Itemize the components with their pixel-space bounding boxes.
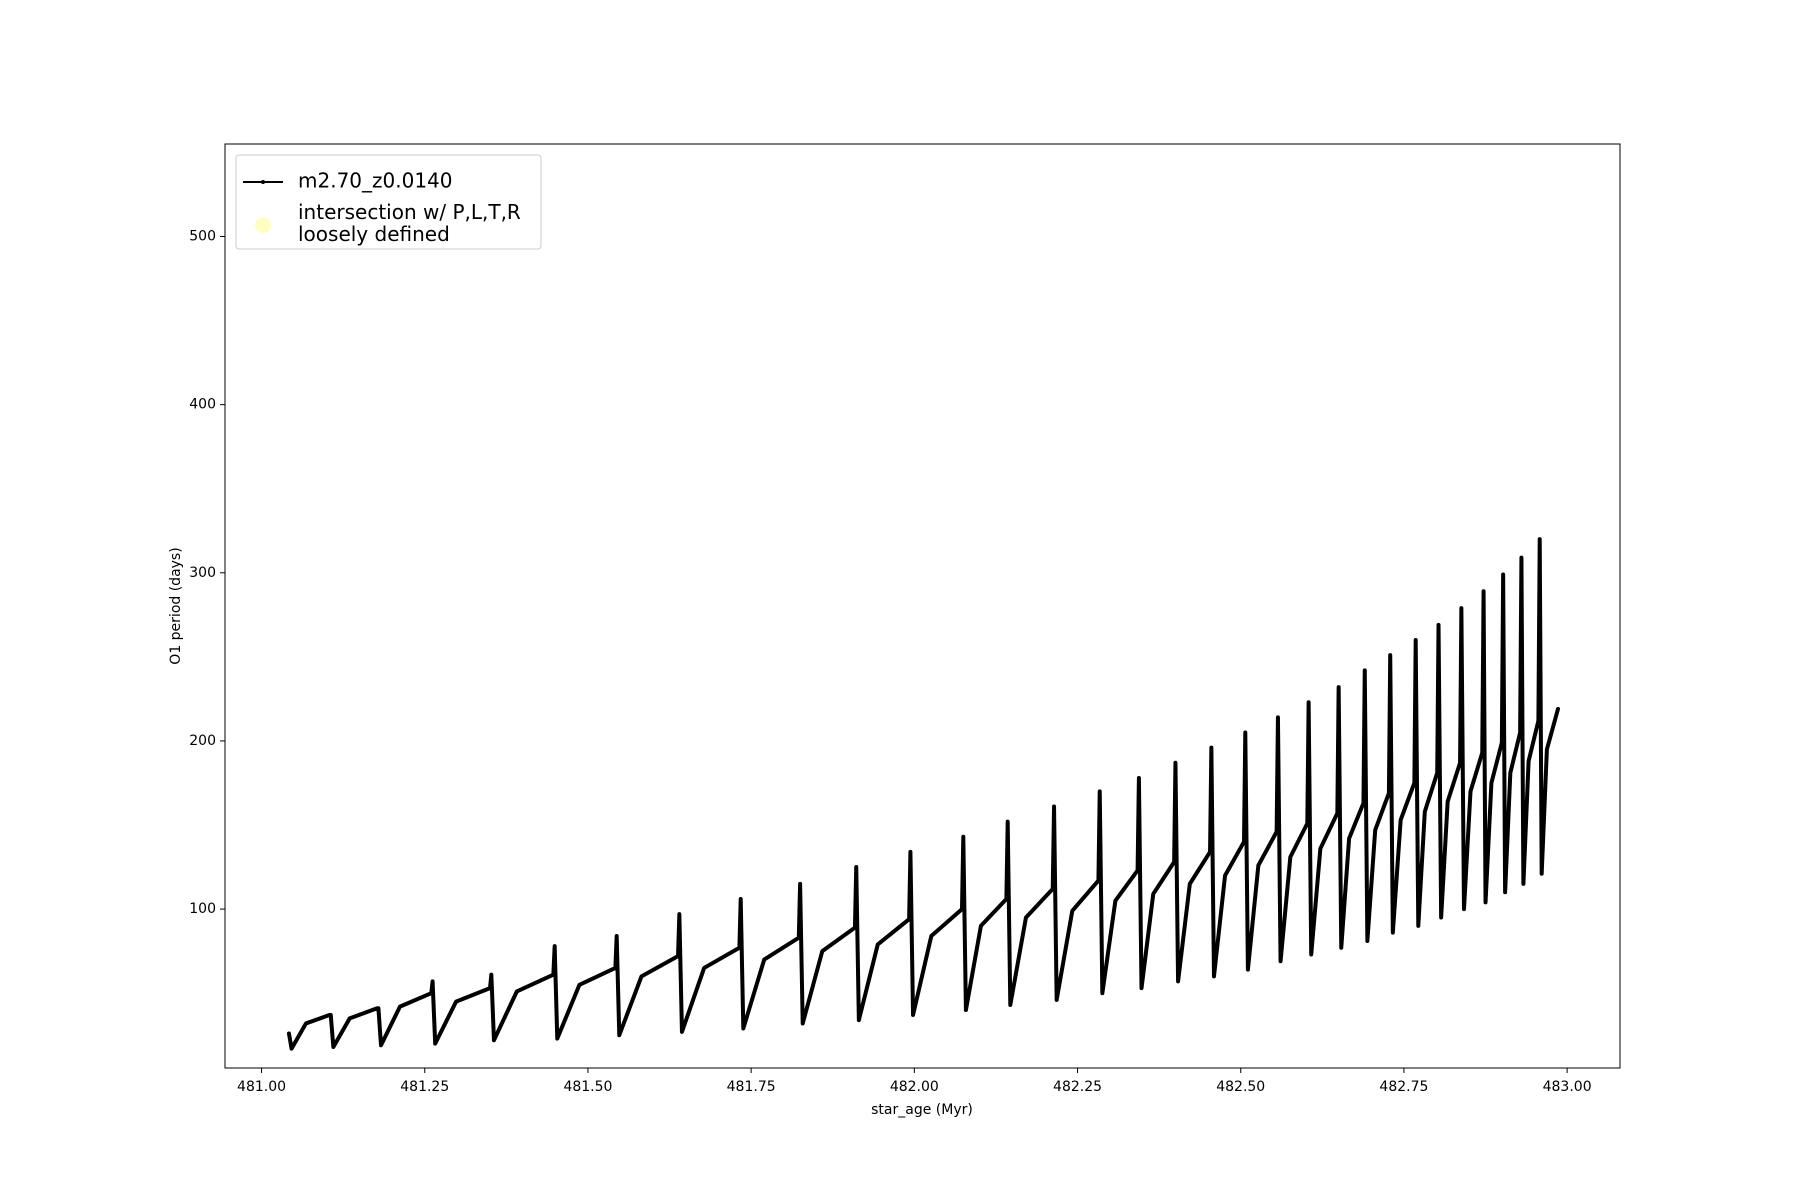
- legend-label: intersection w/ P,L,T,R loosely defined: [298, 200, 521, 246]
- data-line: [286, 537, 1560, 1051]
- y-tick-label: 500: [189, 228, 216, 244]
- y-tick-label: 300: [189, 565, 216, 581]
- x-tick-label: 482.75: [1379, 1079, 1428, 1095]
- x-tick-label: 482.50: [1216, 1079, 1265, 1095]
- x-tick-label: 482.25: [1053, 1079, 1102, 1095]
- x-tick-label: 483.00: [1543, 1079, 1592, 1095]
- y-axis-label: O1 period (days): [168, 547, 184, 664]
- legend-marker: [261, 180, 265, 184]
- y-tick-label: 200: [189, 733, 216, 749]
- y-tick-label: 100: [189, 901, 216, 917]
- y-tick-label: 400: [189, 397, 216, 413]
- x-tick-label: 481.75: [727, 1079, 776, 1095]
- legend-box: [235, 154, 542, 250]
- plot-frame: [224, 143, 1621, 1069]
- x-tick-label: 481.25: [400, 1079, 449, 1095]
- x-tick-label: 481.00: [237, 1079, 286, 1095]
- x-axis-label: star_age (Myr): [871, 1102, 973, 1118]
- x-tick-label: 481.50: [563, 1079, 612, 1095]
- legend-marker: [255, 217, 271, 233]
- legend-label: m2.70_z0.0140: [298, 169, 453, 193]
- x-tick-label: 482.00: [890, 1079, 939, 1095]
